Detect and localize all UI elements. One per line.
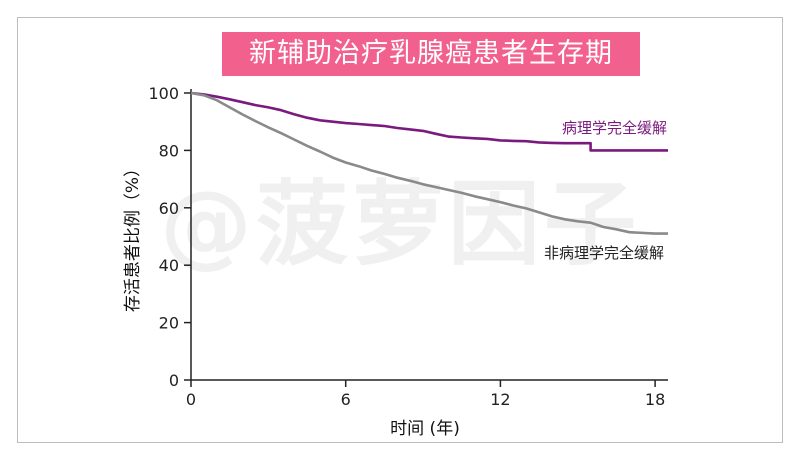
y-tick-label: 20 xyxy=(159,314,179,333)
series-label-non-pcr: 非病理学完全缓解 xyxy=(544,244,664,262)
axes xyxy=(190,89,668,381)
series-label-pcr: 病理学完全缓解 xyxy=(562,119,667,137)
series-lines xyxy=(190,91,668,235)
y-axis-label: 存活患者比例（%） xyxy=(123,160,143,312)
y-tick-label: 80 xyxy=(159,141,179,160)
x-tick-label: 12 xyxy=(490,390,510,409)
y-ticks: 0 20 40 60 80 100 xyxy=(148,84,191,390)
x-tick-label: 0 xyxy=(186,390,196,409)
y-tick-label: 40 xyxy=(159,256,179,275)
y-tick-label: 100 xyxy=(148,84,179,103)
x-ticks: 0 6 12 18 xyxy=(186,380,665,409)
chart-title: 新辅助治疗乳腺癌患者生存期 xyxy=(222,32,640,76)
series-line-pcr xyxy=(190,91,668,152)
y-tick-label: 0 xyxy=(169,371,179,390)
chart-frame xyxy=(17,17,783,443)
x-tick-label: 18 xyxy=(645,390,665,409)
series-line-non-pcr xyxy=(190,91,668,235)
x-axis-label: 时间 (年) xyxy=(390,419,460,439)
x-tick-label: 6 xyxy=(341,390,351,409)
y-tick-label: 60 xyxy=(159,199,179,218)
